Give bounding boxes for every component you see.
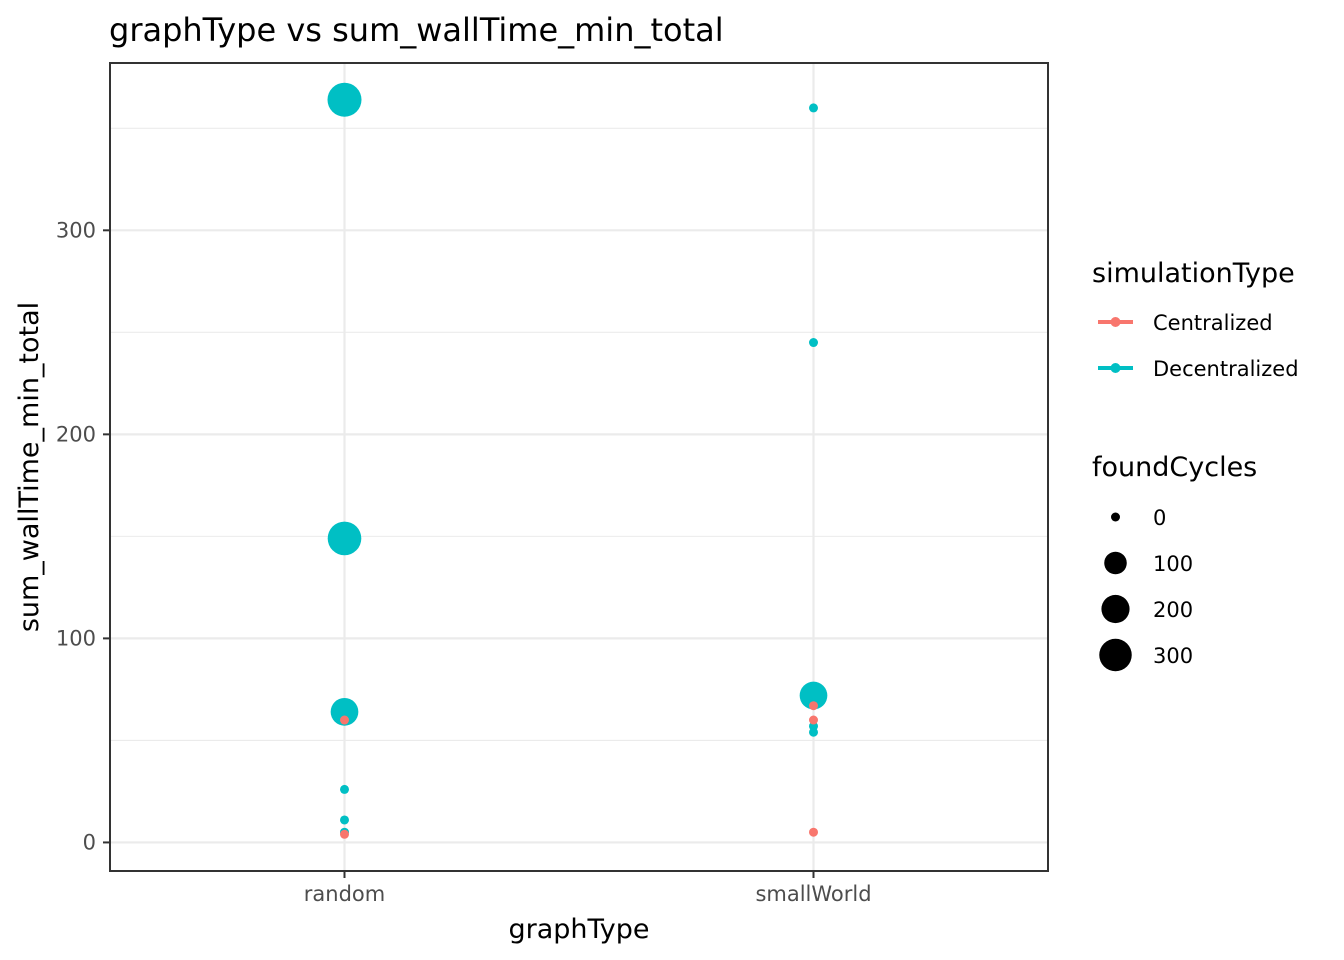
y-tick-label: 300 xyxy=(56,218,96,242)
data-point-decentralized xyxy=(809,727,818,737)
y-tick-label: 0 xyxy=(83,830,96,854)
data-point-decentralized xyxy=(799,681,828,710)
size-legend-label: 200 xyxy=(1153,598,1193,622)
x-tick-label: random xyxy=(304,882,385,906)
x-axis-title: graphType xyxy=(508,914,649,945)
size-legend: foundCycles 0 100 200 300 xyxy=(1092,452,1257,672)
y-tick-label: 100 xyxy=(56,626,96,650)
data-point-centralized xyxy=(340,715,349,725)
y-tick-label: 200 xyxy=(56,422,96,446)
size-legend-key xyxy=(1104,551,1127,575)
size-legend-key xyxy=(1099,638,1132,672)
data-point-centralized xyxy=(809,827,818,837)
y-axis: 0 100 200 300 xyxy=(56,218,110,854)
data-point-decentralized xyxy=(327,521,362,556)
size-legend-label: 0 xyxy=(1153,506,1166,530)
size-legend-label: 100 xyxy=(1153,552,1193,576)
legend-key-point xyxy=(1110,363,1121,373)
size-legend-key xyxy=(1101,594,1130,624)
size-legend-key xyxy=(1111,512,1120,522)
data-point-decentralized xyxy=(809,103,818,113)
y-axis-title: sum_wallTime_min_total xyxy=(14,302,45,632)
plot-panel xyxy=(110,63,1048,871)
plot-border xyxy=(109,62,1049,872)
legend-label: Centralized xyxy=(1153,311,1273,335)
data-point-decentralized xyxy=(809,338,818,348)
data-point-centralized xyxy=(809,701,818,711)
data-points xyxy=(327,82,828,839)
chart-title: graphType vs sum_wallTime_min_total xyxy=(109,11,724,49)
legend-key-point xyxy=(1110,317,1121,327)
color-legend: simulationType Centralized Decentralized xyxy=(1092,258,1299,381)
size-legend-label: 300 xyxy=(1153,644,1193,668)
data-point-centralized xyxy=(340,829,349,839)
data-point-decentralized xyxy=(330,698,359,726)
data-point-decentralized xyxy=(340,784,349,794)
data-point-decentralized xyxy=(340,815,349,825)
x-tick-label: smallWorld xyxy=(755,882,871,906)
data-point-decentralized xyxy=(327,82,362,117)
size-legend-title: foundCycles xyxy=(1092,452,1257,483)
color-legend-title: simulationType xyxy=(1092,258,1295,289)
legend-label: Decentralized xyxy=(1153,357,1299,381)
data-point-centralized xyxy=(809,715,818,725)
x-axis: random smallWorld xyxy=(304,871,872,906)
minor-gridlines xyxy=(110,127,1048,741)
